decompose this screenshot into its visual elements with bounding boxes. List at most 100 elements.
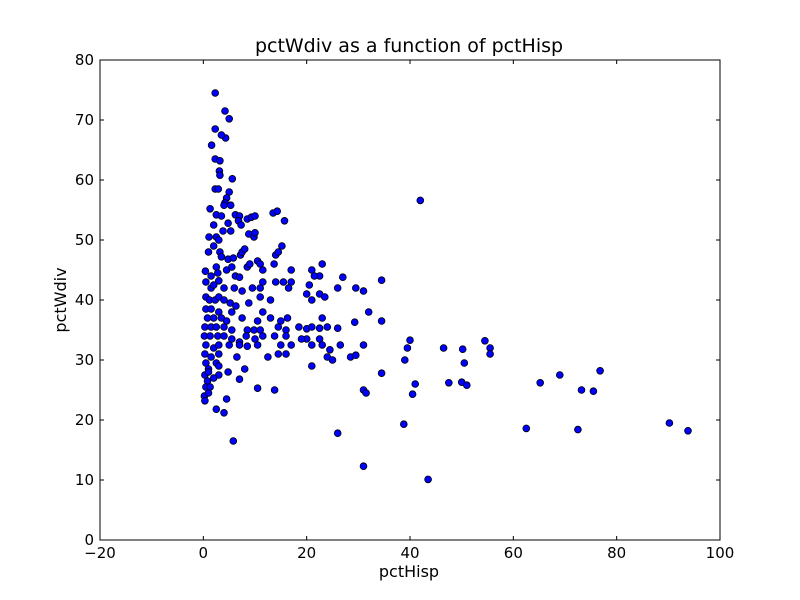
data-point — [338, 273, 347, 282]
data-point — [209, 242, 218, 250]
data-point — [211, 125, 220, 133]
data-point — [323, 323, 332, 331]
data-point — [270, 260, 278, 268]
data-point — [220, 332, 228, 340]
data-point — [282, 350, 290, 358]
data-point — [282, 332, 290, 340]
data-point — [207, 272, 215, 280]
data-point — [406, 336, 414, 345]
chart-title: pctWdiv as a function of pctHisp — [255, 35, 563, 57]
data-point — [270, 332, 279, 340]
data-point — [574, 425, 582, 434]
data-point — [256, 293, 265, 301]
data-point — [411, 380, 420, 388]
y-axis-label: pctWdiv — [51, 267, 70, 332]
data-point — [439, 344, 448, 352]
data-point — [328, 356, 337, 364]
data-point — [310, 272, 319, 280]
data-point — [250, 326, 258, 334]
data-point — [577, 386, 586, 394]
data-point — [235, 341, 244, 349]
data-point — [220, 408, 228, 417]
data-point — [201, 396, 209, 405]
data-point — [264, 353, 272, 361]
data-point — [258, 332, 267, 340]
data-point — [258, 266, 267, 274]
data-point — [215, 276, 223, 285]
data-point — [201, 267, 210, 276]
data-point — [253, 341, 262, 349]
data-point — [458, 345, 467, 354]
data-point — [209, 374, 218, 382]
plot-area — [99, 59, 721, 541]
data-point — [215, 236, 223, 244]
data-point — [220, 323, 228, 331]
data-point — [403, 344, 412, 352]
x-tick-label: −20 — [84, 544, 116, 562]
data-point — [462, 381, 471, 390]
data-point — [408, 390, 417, 399]
x-tick-label: 100 — [706, 544, 735, 562]
data-point — [205, 233, 213, 241]
data-point — [377, 369, 386, 378]
data-point — [203, 314, 212, 322]
data-point — [220, 201, 228, 210]
data-point — [555, 371, 564, 379]
x-tick-label: 40 — [400, 544, 419, 562]
data-point — [215, 350, 223, 358]
data-point — [258, 308, 267, 316]
data-point — [221, 107, 229, 115]
data-point — [302, 290, 311, 298]
data-point — [305, 281, 314, 289]
data-point — [359, 287, 368, 295]
data-point — [315, 324, 324, 333]
data-point — [364, 308, 373, 316]
data-point — [222, 395, 231, 403]
data-point — [318, 260, 327, 268]
data-point — [351, 284, 360, 292]
data-point — [220, 296, 228, 304]
data-point — [228, 308, 236, 316]
data-point — [307, 323, 316, 331]
data-point — [486, 350, 494, 358]
data-point — [217, 252, 226, 261]
data-point — [400, 356, 409, 364]
data-point — [214, 269, 222, 277]
data-point — [333, 284, 342, 292]
data-point — [333, 324, 342, 333]
data-point — [336, 341, 345, 349]
data-point — [215, 341, 223, 349]
data-point — [276, 341, 285, 349]
data-point — [297, 335, 306, 343]
y-tick-label: 0 — [84, 531, 94, 549]
data-point — [206, 332, 214, 340]
data-point — [377, 276, 386, 285]
data-point — [481, 336, 489, 345]
data-point — [207, 353, 215, 361]
data-point — [228, 326, 236, 334]
x-axis-ticks: −20 0 20 40 60 80 100 — [84, 60, 734, 562]
points-layer — [200, 89, 692, 484]
y-axis-ticks: 0 10 20 30 40 50 60 70 80 — [75, 51, 720, 549]
x-tick-label: 80 — [607, 544, 626, 562]
data-point — [270, 386, 279, 394]
data-point — [596, 366, 604, 375]
data-point — [224, 368, 232, 376]
x-tick-label: 60 — [504, 544, 523, 562]
data-point — [240, 245, 249, 253]
data-point — [359, 462, 368, 471]
data-point — [318, 341, 327, 349]
data-point — [359, 341, 368, 349]
data-point — [274, 323, 283, 331]
data-point — [287, 341, 296, 349]
data-point — [201, 350, 209, 358]
data-point — [209, 314, 218, 322]
data-point — [307, 341, 316, 349]
data-point — [211, 89, 220, 97]
data-point — [216, 157, 224, 165]
data-point — [253, 317, 262, 325]
data-point — [318, 314, 327, 322]
data-point — [219, 227, 227, 235]
data-point — [228, 175, 237, 183]
